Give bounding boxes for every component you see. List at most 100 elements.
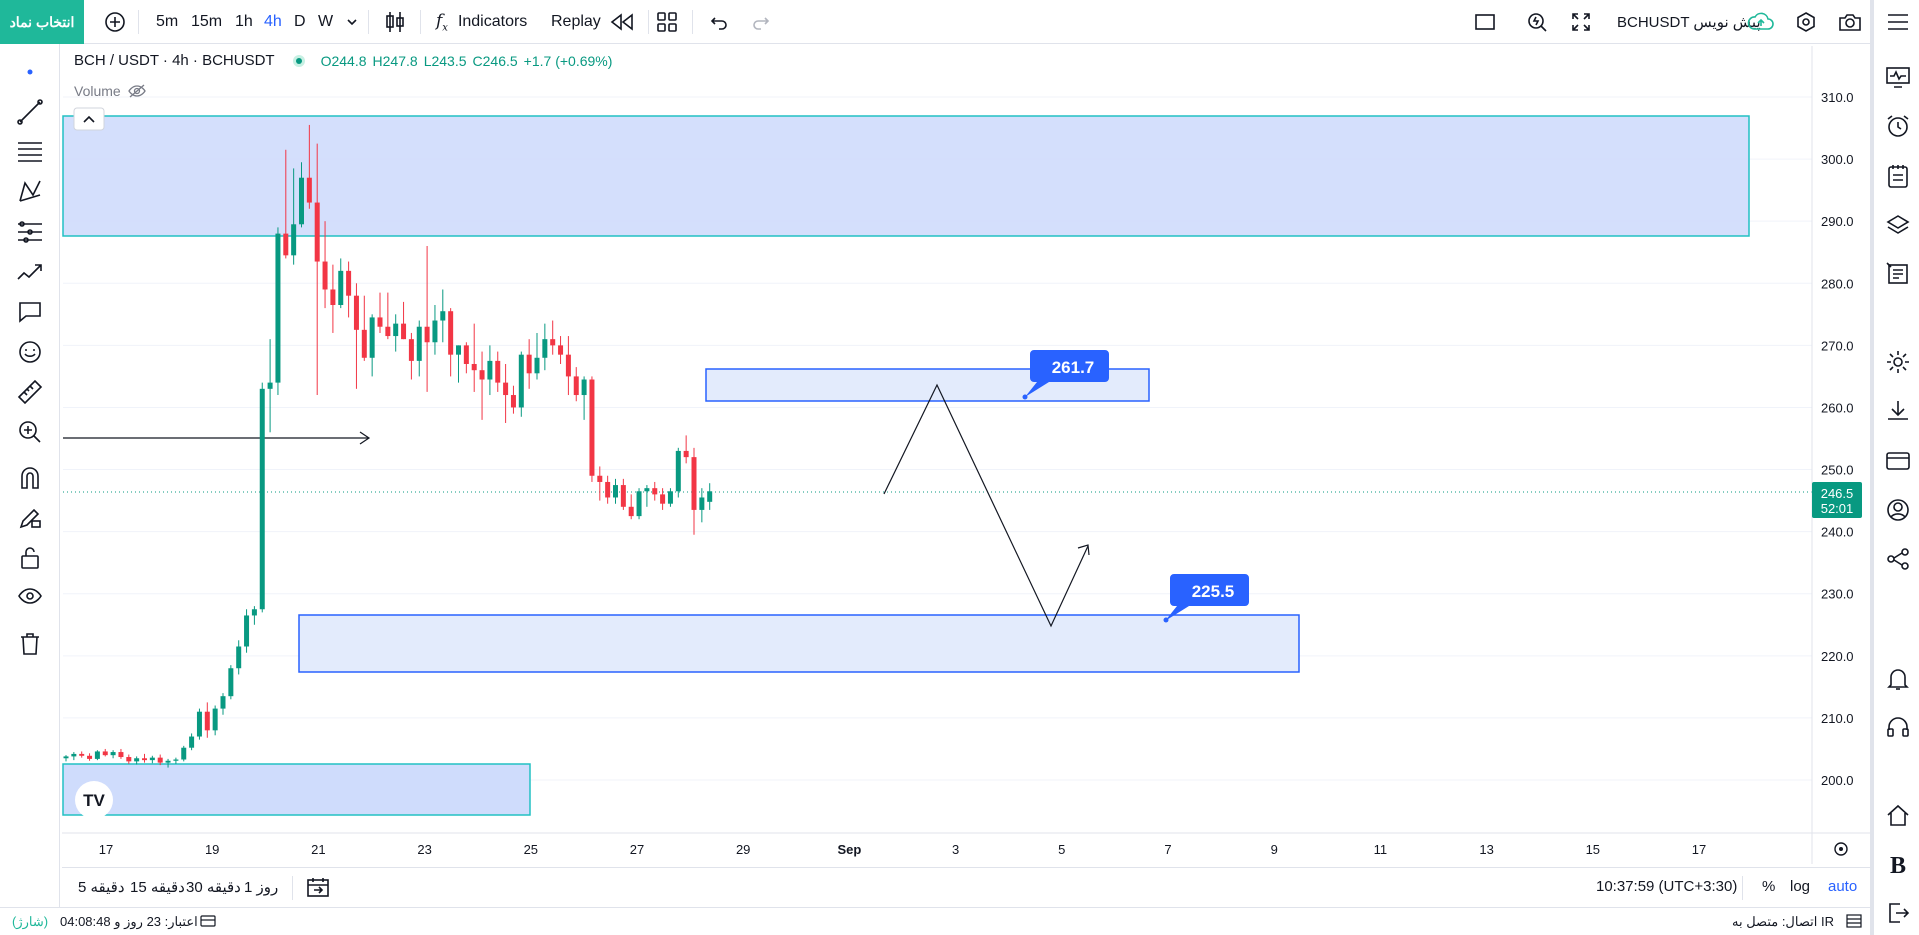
share-button[interactable] <box>1882 543 1914 575</box>
measure-tool[interactable] <box>14 376 46 408</box>
price-chart[interactable]: 261.7 225.5 TV 310.0 300.0 290.0 280.0 270.0… <box>62 46 1870 864</box>
forecast-icon <box>18 221 42 243</box>
range-30-minutes[interactable]: 30 دقیقه <box>186 879 241 896</box>
interval-5m[interactable]: 5m <box>156 13 179 30</box>
symbol-search-button[interactable]: انتخاب نماد <box>0 0 84 44</box>
goto-date-button[interactable] <box>306 876 330 902</box>
object-tree-button[interactable] <box>1882 209 1914 241</box>
candle <box>63 755 69 762</box>
stay-drawing-tool[interactable] <box>14 502 46 534</box>
log-toggle[interactable]: log <box>1790 878 1811 895</box>
candle <box>291 168 297 265</box>
clock-timezone[interactable]: 10:37:59 (UTC+3:30) <box>1596 878 1738 895</box>
undo-button[interactable] <box>710 0 728 44</box>
range-15-minutes[interactable]: 15 دقیقه <box>130 879 185 896</box>
emoji-tool[interactable] <box>14 336 46 368</box>
notes-button[interactable] <box>1882 160 1914 192</box>
text-tool[interactable] <box>14 296 46 328</box>
candle <box>236 640 242 675</box>
interval-dropdown[interactable] <box>346 0 358 44</box>
settings-button[interactable] <box>1795 0 1817 44</box>
notifications-button[interactable] <box>1882 663 1914 695</box>
upper-target-callout[interactable]: 261.7 <box>1022 350 1110 400</box>
pattern-tool[interactable] <box>14 176 46 208</box>
time-axis[interactable]: 17 19 21 23 25 27 29 Sep 3 5 7 9 11 13 15 17 <box>99 842 1706 857</box>
profile-button[interactable] <box>1882 494 1914 526</box>
redo-button[interactable] <box>752 0 770 44</box>
brand-button[interactable]: B <box>1882 850 1914 882</box>
legend-title[interactable]: BCH / USDT · 4h · BCHUSDT <box>74 52 275 69</box>
chart-name[interactable]: BCHUSDT پیش نویس <box>1617 14 1761 31</box>
lock-drawings-tool[interactable] <box>14 542 46 574</box>
forecast-tool[interactable] <box>14 216 46 248</box>
alarm-clock-icon <box>1887 115 1909 137</box>
menu-button[interactable] <box>1882 6 1914 38</box>
download-button[interactable] <box>1882 395 1914 427</box>
cloud-save-button[interactable] <box>1746 0 1776 44</box>
lower-target-callout[interactable]: 225.5 <box>1163 574 1250 623</box>
candle-body <box>675 450 681 492</box>
base-zone[interactable] <box>62 763 531 816</box>
hide-drawings-tool[interactable] <box>14 582 46 614</box>
percent-toggle[interactable]: % <box>1762 878 1776 895</box>
interval-4h[interactable]: 4h <box>264 13 282 30</box>
home-button[interactable] <box>1882 800 1914 832</box>
trend-line-tool[interactable] <box>14 96 46 128</box>
payment-button[interactable] <box>1882 445 1914 477</box>
demand-zone[interactable] <box>298 614 1300 673</box>
brush-tool[interactable] <box>14 256 46 288</box>
auto-scale-toggle[interactable]: auto <box>1828 878 1858 895</box>
indicators-button[interactable]: fx Indicators <box>436 0 527 44</box>
eye-crossed-icon[interactable] <box>127 83 147 99</box>
fullscreen-toggle[interactable] <box>1474 0 1496 44</box>
candle <box>196 708 202 740</box>
price-tick-label: 300.0 <box>1821 152 1854 167</box>
hexagon-gear-icon <box>1797 12 1815 32</box>
add-symbol-button[interactable] <box>104 0 126 44</box>
candle <box>573 367 579 402</box>
charge-link[interactable]: (شارژ) <box>12 914 49 929</box>
news-list-icon <box>1886 262 1908 284</box>
zoom-tool[interactable] <box>14 416 46 448</box>
layout-button[interactable] <box>656 0 678 44</box>
calendar-button[interactable] <box>1882 258 1914 290</box>
interval-d[interactable]: D <box>294 13 306 30</box>
time-tick-label: 17 <box>1692 842 1706 857</box>
volume-legend[interactable]: Volume <box>74 83 147 99</box>
time-tick-label: 7 <box>1164 842 1171 857</box>
candle <box>189 733 195 751</box>
candle <box>142 753 147 763</box>
quick-search-button[interactable] <box>1526 0 1548 44</box>
expand-icon <box>1572 13 1590 31</box>
chart-type-button[interactable] <box>384 0 406 44</box>
alerts-button[interactable] <box>1882 110 1914 142</box>
candle-body <box>636 491 642 517</box>
projection-path[interactable] <box>883 383 1089 628</box>
expand-button[interactable] <box>1571 0 1591 44</box>
resistance-zone[interactable] <box>705 368 1150 402</box>
redo-icon <box>753 17 770 30</box>
horizontal-arrow[interactable] <box>63 431 371 445</box>
cursor-tool[interactable] <box>14 56 46 88</box>
snapshot-button[interactable] <box>1838 0 1862 44</box>
remove-drawings-tool[interactable] <box>14 628 46 660</box>
range-5-minutes[interactable]: 5 دقیقه <box>78 879 125 896</box>
collapse-legend-button[interactable] <box>73 107 105 131</box>
range-1-day[interactable]: 1 روز <box>244 879 279 896</box>
replay-button[interactable]: Replay <box>551 0 635 44</box>
logout-button[interactable] <box>1882 897 1914 929</box>
price-axis[interactable]: 310.0 300.0 290.0 280.0 270.0 260.0 250.0 240.0… <box>1821 90 1854 788</box>
legend-open: O244.8 <box>320 52 367 69</box>
support-button[interactable] <box>1882 712 1914 744</box>
interval-w[interactable]: W <box>318 13 334 30</box>
supply-zone[interactable] <box>62 115 1750 237</box>
connection-status: اتصال: متصل به IR <box>1732 914 1834 929</box>
fib-tool[interactable] <box>14 136 46 168</box>
watchlist-button[interactable] <box>1882 61 1914 93</box>
magnet-tool[interactable] <box>14 462 46 494</box>
interval-1h[interactable]: 1h <box>235 13 253 30</box>
interval-15m[interactable]: 15m <box>191 13 223 30</box>
candle <box>244 609 250 653</box>
axis-settings-button[interactable] <box>1834 842 1848 856</box>
chart-settings-button[interactable] <box>1882 346 1914 378</box>
